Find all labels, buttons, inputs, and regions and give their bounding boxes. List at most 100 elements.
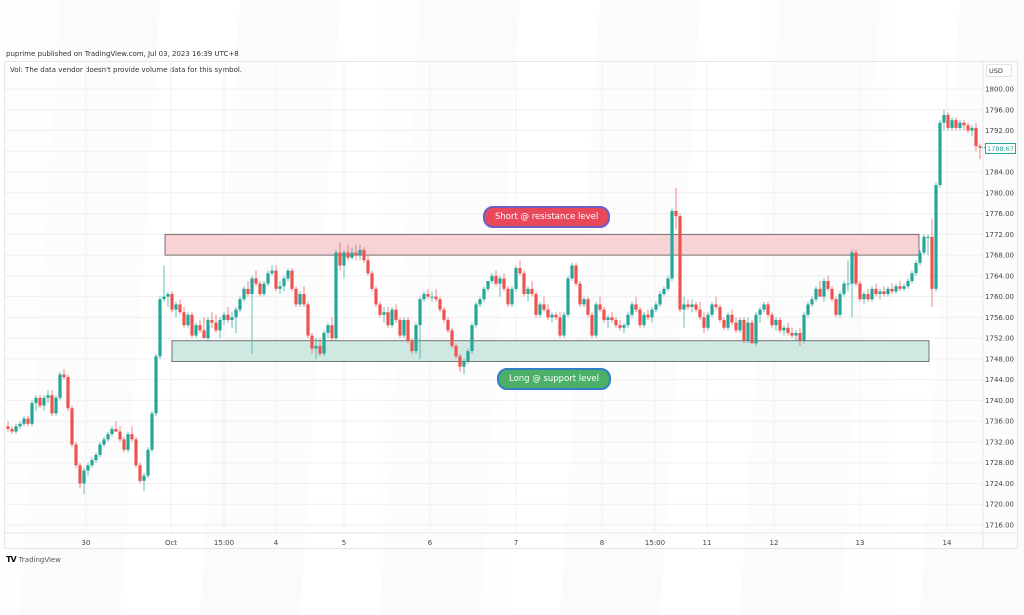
price-tick-label: 1796.00: [985, 106, 1014, 114]
candle: [474, 301, 478, 328]
candle: [446, 317, 450, 333]
candle: [542, 296, 546, 313]
candle: [306, 301, 310, 339]
time-tick-label: 14: [943, 539, 952, 547]
currency-button[interactable]: USD: [986, 64, 1012, 77]
candle: [522, 270, 526, 297]
candle: [762, 301, 766, 313]
candle: [774, 317, 778, 331]
candle: [70, 405, 74, 448]
time-axis[interactable]: 30 Oct 15:00 4 5 6 7 8 15:00 11 12 13 14: [82, 539, 952, 547]
price-tick-label: 1740.00: [985, 397, 1014, 405]
candle: [734, 317, 738, 333]
chart-frame[interactable]: [4, 61, 1018, 549]
candle: [42, 395, 46, 411]
candle: [818, 281, 822, 297]
candle: [270, 265, 274, 276]
candle: [362, 247, 366, 263]
price-tick-label: 1772.00: [985, 231, 1014, 239]
candle: [158, 296, 162, 359]
candle: [410, 338, 414, 354]
candle: [470, 322, 474, 354]
candle: [10, 426, 14, 435]
candle: [666, 275, 670, 292]
price-tick-label: 1760.00: [985, 293, 1014, 301]
candle: [286, 268, 290, 282]
candle: [946, 112, 950, 131]
candle: [766, 301, 770, 318]
candle: [262, 281, 266, 297]
candle: [622, 322, 626, 333]
price-tick-label: 1756.00: [985, 314, 1014, 322]
candle: [610, 312, 614, 323]
candle: [626, 312, 630, 328]
candle: [322, 330, 326, 357]
candle: [298, 291, 302, 307]
candle: [662, 286, 666, 297]
candle: [234, 307, 238, 333]
candle: [866, 288, 870, 302]
time-tick-label: 30: [82, 539, 91, 547]
candle: [682, 296, 686, 328]
candle: [558, 312, 562, 339]
candle: [398, 317, 402, 339]
candle: [886, 286, 890, 297]
price-axis[interactable]: 1800.001796.001792.001788.001784.001780.…: [985, 86, 1014, 530]
candle: [422, 291, 426, 302]
candle: [782, 325, 786, 336]
candle: [750, 319, 754, 344]
candle: [578, 281, 582, 307]
candle: [214, 314, 218, 333]
candle: [602, 307, 606, 323]
volume-note: Vol: The data vendor doesn't provide vol…: [10, 66, 243, 74]
candle: [870, 286, 874, 302]
candle: [642, 312, 646, 328]
candle: [30, 400, 34, 427]
candle: [950, 117, 954, 131]
candle: [478, 296, 482, 307]
candle: [514, 265, 518, 292]
candle: [794, 330, 798, 341]
candle: [858, 281, 862, 302]
published-info: puprime published on TradingView.com, Ju…: [6, 50, 239, 58]
candle: [834, 296, 838, 318]
candle: [854, 249, 858, 287]
candle: [390, 307, 394, 328]
candle: [486, 281, 490, 292]
candle: [78, 462, 82, 489]
candle: [826, 275, 830, 292]
candle: [862, 291, 866, 305]
candle: [166, 291, 170, 307]
candle: [462, 358, 466, 375]
candle: [562, 312, 566, 339]
time-tick-label: 15:00: [645, 539, 665, 547]
candle: [510, 286, 514, 307]
candle: [230, 312, 234, 328]
resistance-zone[interactable]: [164, 233, 920, 256]
candle: [54, 395, 58, 416]
candle: [686, 299, 690, 310]
candle: [430, 291, 434, 302]
candle: [326, 322, 330, 339]
candle: [206, 317, 210, 341]
candle: [58, 371, 62, 401]
candle: [838, 291, 842, 318]
candle: [566, 275, 570, 318]
candle: [142, 473, 146, 492]
candle: [710, 301, 714, 318]
time-tick-label: 7: [514, 539, 518, 547]
candle: [162, 265, 166, 302]
candle: [802, 312, 806, 344]
candle: [590, 312, 594, 339]
candle: [18, 421, 22, 429]
support-zone[interactable]: [171, 340, 930, 362]
candle: [974, 122, 978, 152]
candle: [918, 249, 922, 266]
candle: [874, 283, 878, 297]
candle: [730, 309, 734, 326]
candle: [934, 182, 938, 292]
candle: [118, 426, 122, 442]
tradingview-branding[interactable]: TV TradingView: [6, 555, 61, 564]
candle: [106, 431, 110, 442]
